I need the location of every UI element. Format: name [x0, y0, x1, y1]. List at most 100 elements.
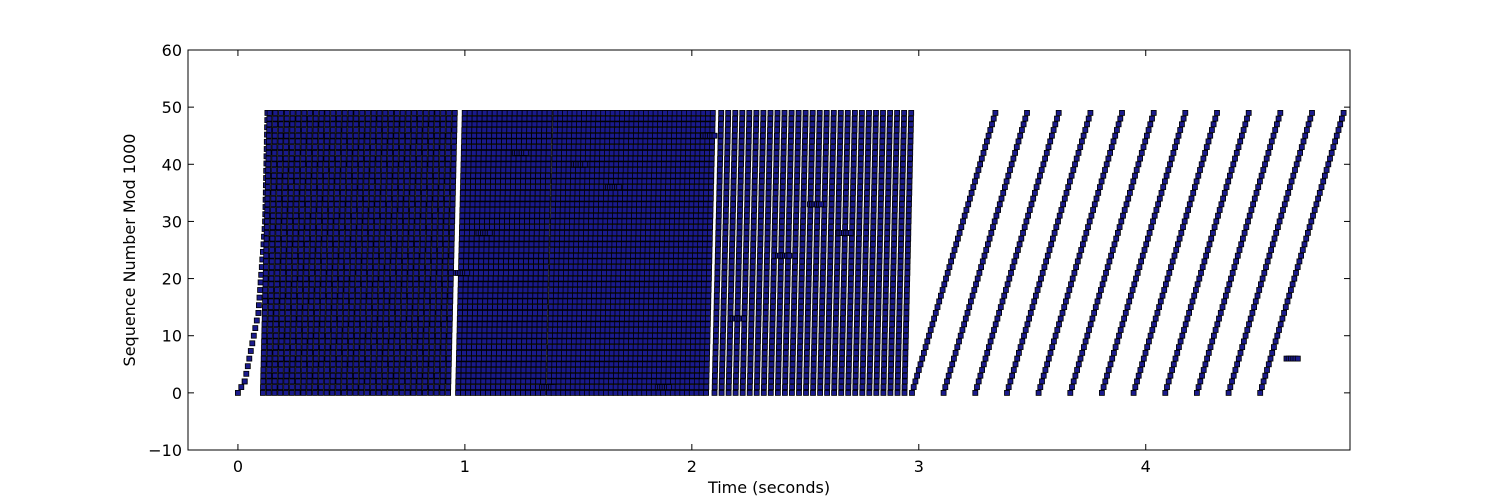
data-point: [314, 275, 321, 282]
data-point: [714, 275, 721, 282]
data-point: [565, 172, 572, 179]
data-point: [266, 121, 273, 128]
data-point: [568, 264, 574, 271]
data-point: [493, 235, 500, 242]
data-point: [367, 252, 374, 259]
data-point: [701, 247, 708, 253]
data-point: [620, 252, 627, 259]
data-point: [624, 281, 631, 288]
data-point: [483, 264, 489, 271]
data-point: [790, 315, 797, 322]
data-point: [686, 309, 692, 316]
data-point: [487, 287, 494, 293]
data-point: [472, 292, 479, 299]
data-point: [305, 172, 312, 179]
data-point: [756, 287, 763, 293]
data-point: [584, 184, 590, 191]
data-point: [501, 115, 508, 122]
data-point: [556, 161, 562, 168]
data-point: [584, 372, 591, 379]
data-point: [633, 321, 640, 328]
data-point: [783, 315, 790, 322]
data-point: [697, 224, 704, 231]
data-point: [534, 195, 541, 202]
data-point: [618, 367, 624, 373]
data-point: [591, 292, 597, 299]
data-point: [694, 349, 701, 356]
data-point: [693, 195, 700, 202]
data-point: [443, 218, 450, 225]
data-point: [683, 224, 690, 231]
data-point: [315, 241, 322, 248]
data-point: [338, 252, 345, 259]
data-point: [464, 207, 471, 213]
data-point: [389, 298, 396, 305]
data-point: [312, 355, 319, 362]
data-point: [639, 269, 646, 276]
data-point: [500, 378, 507, 385]
data-point: [435, 298, 442, 305]
data-point: [632, 349, 639, 356]
data-point: [701, 281, 707, 288]
data-point: [647, 149, 653, 156]
data-point: [690, 327, 697, 333]
data-point: [234, 389, 241, 396]
data-point: [707, 212, 714, 219]
data-point: [359, 110, 366, 116]
data-point: [263, 229, 270, 236]
data-point: [301, 361, 308, 368]
data-point: [649, 247, 656, 253]
data-point: [527, 292, 534, 299]
data-point: [752, 161, 759, 168]
data-point: [697, 252, 703, 259]
data-point: [713, 327, 719, 333]
data-point: [528, 229, 535, 236]
data-point: [285, 292, 292, 299]
data-point: [662, 304, 669, 311]
data-point: [404, 132, 411, 139]
data-point: [618, 338, 625, 345]
data-point: [526, 110, 533, 116]
data-point: [348, 298, 355, 305]
data-point: [637, 167, 643, 173]
data-point: [791, 287, 798, 293]
data-point: [628, 132, 635, 139]
data-point: [618, 332, 625, 339]
data-point: [580, 327, 587, 333]
data-point: [530, 149, 537, 156]
data-point: [418, 309, 425, 316]
data-point: [623, 121, 630, 128]
data-point: [422, 349, 429, 356]
data-point: [677, 292, 683, 299]
data-point: [736, 247, 742, 253]
data-point: [439, 372, 446, 379]
data-point: [445, 127, 452, 133]
data-point: [396, 229, 403, 236]
data-point: [722, 224, 729, 231]
data-point: [636, 384, 643, 391]
data-point: [570, 178, 576, 185]
data-point: [590, 110, 597, 116]
data-point: [404, 155, 411, 162]
data-point: [617, 207, 623, 213]
data-point: [648, 269, 655, 276]
data-point: [481, 121, 488, 128]
data-point: [519, 207, 526, 213]
data-point: [313, 332, 320, 339]
data-point: [615, 292, 621, 299]
data-point: [358, 144, 365, 151]
data-point: [447, 304, 454, 311]
data-point: [765, 207, 771, 213]
data-point: [596, 269, 603, 276]
data-point: [608, 361, 615, 368]
data-point: [647, 338, 654, 345]
data-point: [411, 361, 417, 368]
data-point: [708, 155, 715, 162]
data-point: [312, 361, 319, 368]
data-point: [557, 315, 564, 322]
data-point: [667, 304, 673, 311]
data-point: [693, 212, 699, 219]
data-point: [393, 361, 400, 368]
data-point: [609, 315, 616, 322]
data-point: [290, 309, 297, 316]
